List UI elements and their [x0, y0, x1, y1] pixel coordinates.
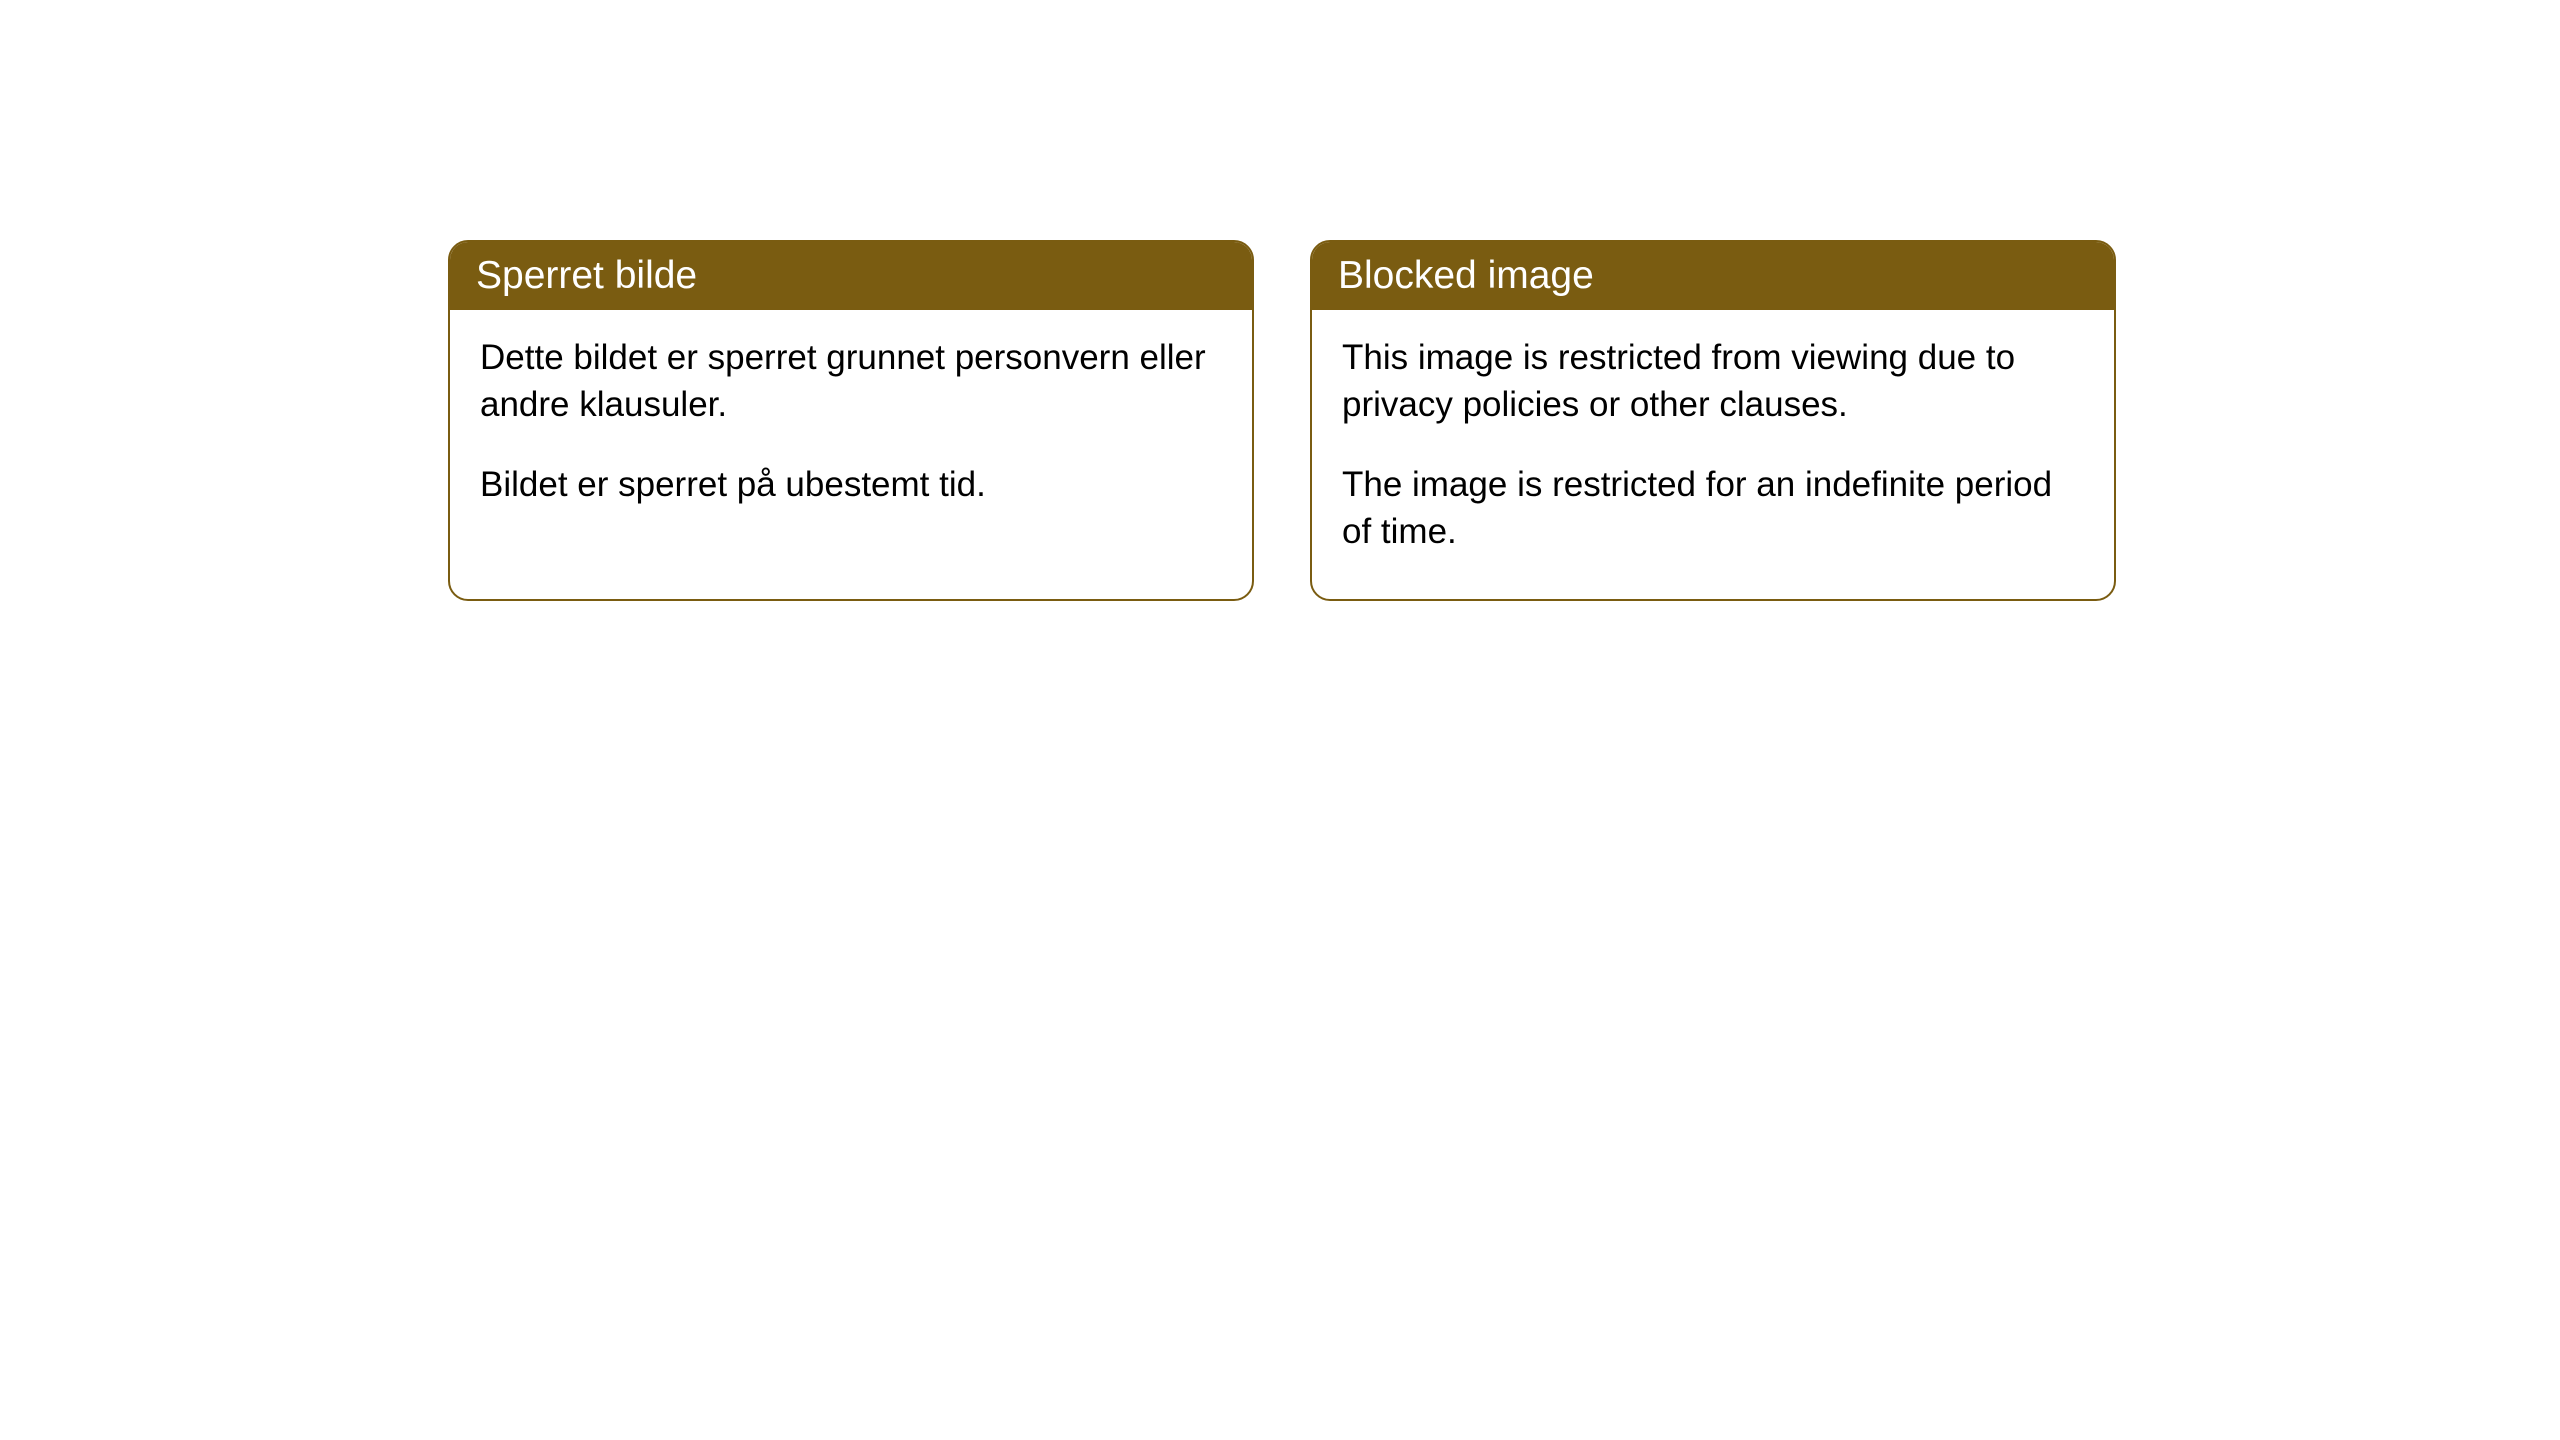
card-header-en: Blocked image	[1312, 242, 2114, 310]
card-header-no: Sperret bilde	[450, 242, 1252, 310]
card-body-en: This image is restricted from viewing du…	[1312, 310, 2114, 599]
card-text-no-1: Dette bildet er sperret grunnet personve…	[480, 334, 1222, 429]
card-body-no: Dette bildet er sperret grunnet personve…	[450, 310, 1252, 552]
card-text-en-2: The image is restricted for an indefinit…	[1342, 461, 2084, 556]
cards-container: Sperret bilde Dette bildet er sperret gr…	[0, 0, 2560, 601]
card-norwegian: Sperret bilde Dette bildet er sperret gr…	[448, 240, 1254, 601]
card-text-en-1: This image is restricted from viewing du…	[1342, 334, 2084, 429]
card-text-no-2: Bildet er sperret på ubestemt tid.	[480, 461, 1222, 508]
card-english: Blocked image This image is restricted f…	[1310, 240, 2116, 601]
